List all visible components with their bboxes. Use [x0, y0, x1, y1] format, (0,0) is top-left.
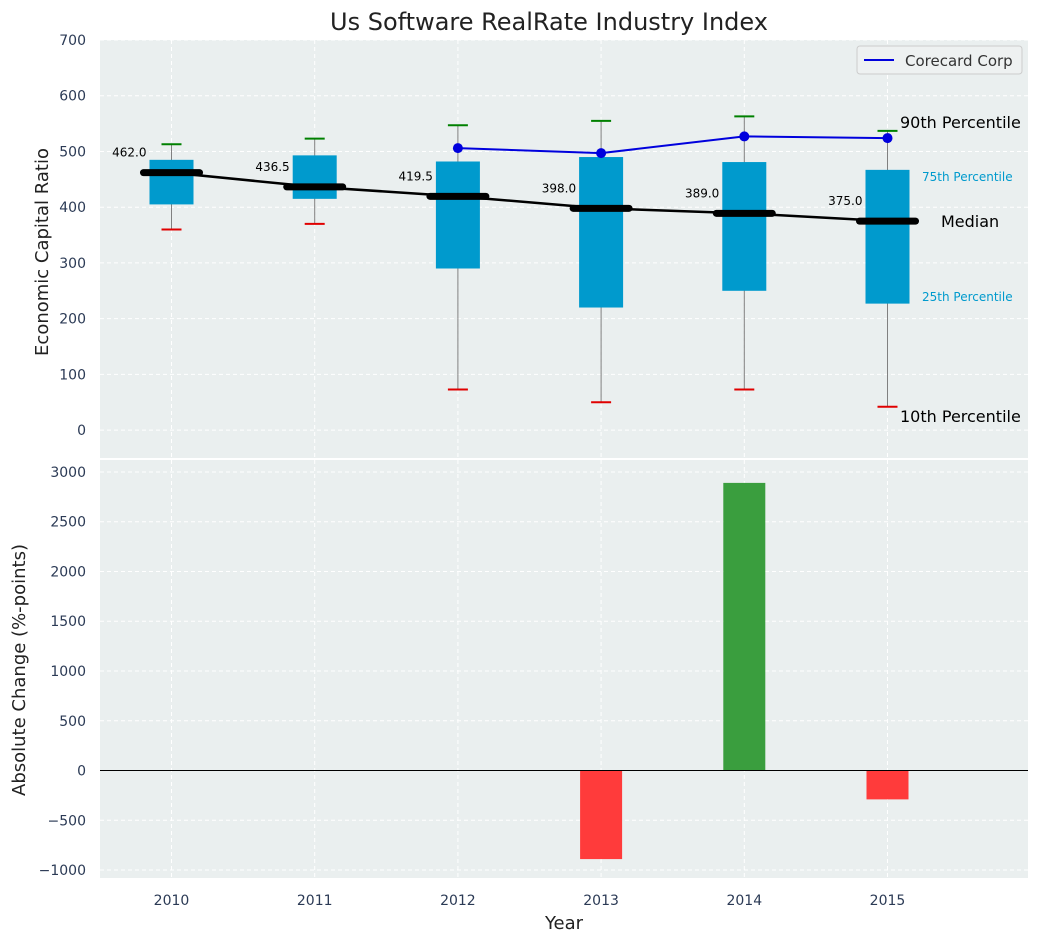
- top-y-tick-label: 300: [59, 256, 86, 272]
- x-tick-labels: 2010 2011 2012 2013 2014 2015: [154, 893, 906, 909]
- top-y-tick-label: 100: [59, 367, 86, 383]
- x-tick-label: 2010: [154, 893, 190, 909]
- median-value-label: 375.0: [828, 194, 862, 208]
- iqr-box: [292, 155, 337, 199]
- bottom-y-axis-label: Absolute Change (%-points): [9, 544, 30, 796]
- bottom-y-tick-label: −1000: [39, 863, 86, 879]
- x-tick-label: 2014: [726, 893, 762, 909]
- x-axis-label: Year: [544, 913, 584, 934]
- legend: Corecard Corp: [856, 45, 1023, 75]
- annotation-90th: 90th Percentile: [900, 113, 1021, 132]
- top-y-tick-labels: 0 100 200 300 400 500 600 700: [59, 33, 86, 439]
- change-bar: [723, 482, 766, 771]
- iqr-box: [149, 159, 194, 205]
- bottom-plot-area: [100, 460, 1028, 878]
- bottom-y-tick-label: −500: [48, 813, 86, 829]
- median-value-label: 436.5: [255, 160, 289, 174]
- iqr-box: [722, 162, 767, 291]
- top-y-tick-label: 400: [59, 200, 86, 216]
- box-series: 462.0 436.5 419.5 398.0 389.0 375.0: [112, 115, 919, 408]
- chart-title: Us Software RealRate Industry Index: [330, 8, 768, 36]
- bottom-y-tick-label: 2500: [50, 515, 86, 531]
- company-point: [882, 133, 893, 144]
- bar-series: [580, 482, 909, 860]
- x-tick-label: 2015: [870, 893, 906, 909]
- company-series: [452, 131, 893, 159]
- top-y-tick-label: 700: [59, 33, 86, 49]
- annotation-25th: 25th Percentile: [922, 290, 1013, 304]
- annotation-10th: 10th Percentile: [900, 407, 1021, 426]
- bottom-y-tick-label: 500: [59, 714, 86, 730]
- top-y-tick-label: 500: [59, 144, 86, 160]
- change-bar: [580, 770, 623, 860]
- x-tick-label: 2012: [440, 893, 476, 909]
- median-value-label: 462.0: [112, 146, 146, 160]
- x-tick-label: 2013: [583, 893, 619, 909]
- iqr-box: [579, 157, 624, 308]
- bottom-y-tick-label: 3000: [50, 465, 86, 481]
- x-tick-label: 2011: [297, 893, 333, 909]
- company-point: [452, 143, 463, 154]
- bottom-y-tick-labels: −1000 −500 0 500 1000 1500 2000 2500 3000: [39, 465, 86, 879]
- top-y-axis-label: Economic Capital Ratio: [32, 148, 53, 356]
- company-line: [457, 135, 888, 155]
- bottom-y-tick-label: 1000: [50, 664, 86, 680]
- legend-box: [856, 45, 1023, 75]
- median-value-label: 389.0: [685, 186, 719, 200]
- annotation-75th: 75th Percentile: [922, 170, 1013, 184]
- iqr-box: [435, 161, 480, 269]
- median-value-label: 419.5: [399, 169, 433, 183]
- iqr-box: [865, 169, 910, 304]
- median-value-label: 398.0: [542, 181, 576, 195]
- company-point: [596, 148, 607, 159]
- company-point: [739, 131, 750, 142]
- top-y-tick-label: 600: [59, 89, 86, 105]
- annotation-median: Median: [941, 212, 999, 231]
- top-y-tick-label: 200: [59, 312, 86, 328]
- bottom-y-tick-label: 1500: [50, 614, 86, 630]
- bottom-y-tick-label: 0: [77, 764, 86, 780]
- change-bar: [866, 770, 909, 800]
- legend-company-label: Corecard Corp: [905, 52, 1013, 70]
- top-y-tick-label: 0: [77, 423, 86, 439]
- bottom-y-tick-label: 2000: [50, 564, 86, 580]
